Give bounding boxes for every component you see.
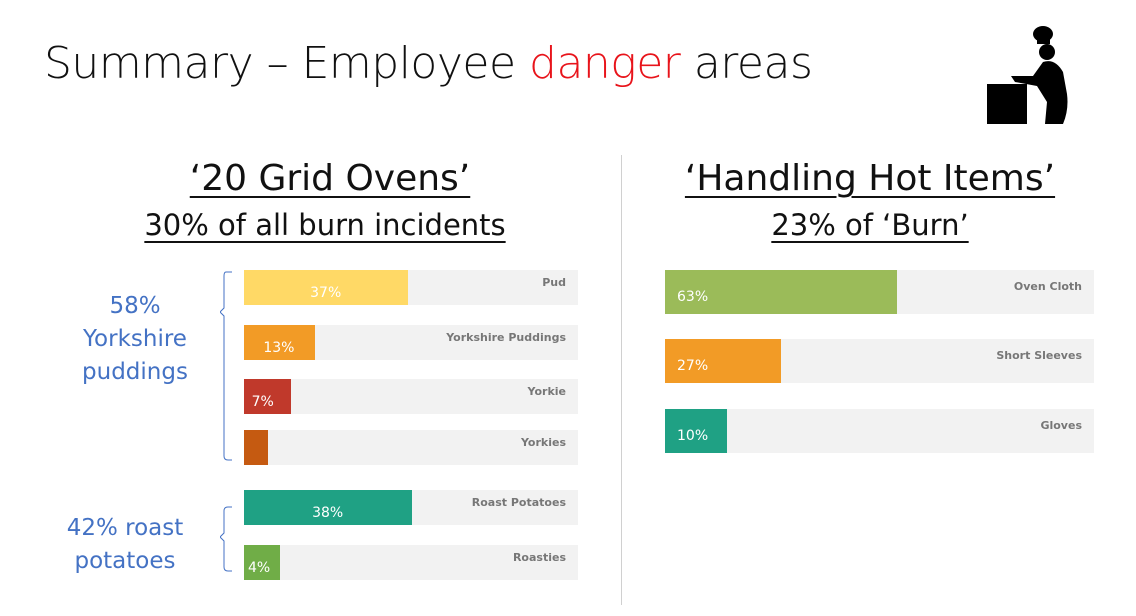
group-label-line: 58% [109,293,161,319]
bar-category-label: Oven Cloth [1013,280,1082,293]
bar [244,430,268,465]
bar-value-label: 63% [677,289,709,305]
bar-category-label: Gloves [1040,419,1082,432]
bar-category-label: Yorkie [527,384,566,398]
bar-category-label: Short Sleeves [996,349,1082,362]
bar-track: 4% Roasties [244,545,578,580]
group-label-line: potatoes [74,548,176,574]
bar-track: 7% Yorkie [244,379,578,414]
chef-at-oven-icon [987,26,1068,124]
bar-track: 63% Oven Cloth [665,270,1094,314]
bar [665,409,727,453]
right-subheading: 23% of ‘Burn’ [771,208,969,242]
bar [665,339,782,383]
bar-category-label: Yorkshire Puddings [446,330,566,344]
bar-value-label: 7% [251,393,274,410]
brace-yorkshire [220,271,232,461]
group-label-line: puddings [82,359,188,385]
bar [244,379,292,414]
title-suffix: areas [680,38,813,89]
bar [244,490,413,525]
bar-track: 10% Gloves [665,409,1094,453]
title-highlight: danger [529,38,681,89]
right-heading: ‘Handling Hot Items’ [684,158,1056,199]
group-label-roast: 42% roast potatoes [50,512,200,578]
left-subheading: 30% of all burn incidents [144,208,506,242]
group-label-yorkshire: 58% Yorkshire puddings [60,290,210,389]
bar [244,325,315,360]
bar-value-label: 38% [312,504,344,521]
bar-category-label: Yorkies [520,435,566,449]
column-divider [621,155,622,605]
bar-track: Yorkies [244,430,578,465]
slide-title: Summary – Employee danger areas [44,38,813,89]
bar-value-label: 4% [248,559,271,576]
brace-roast [220,506,232,572]
group-label-line: Yorkshire [83,326,187,352]
bar-category-label: Roasties [512,550,566,564]
bar-value-label: 27% [677,358,709,374]
left-heading: ‘20 Grid Ovens’ [189,158,471,199]
title-prefix: Summary – Employee [44,38,530,89]
bar-category-label: Roast Potatoes [471,495,566,509]
bar-value-label: 37% [310,284,342,301]
bar-value-label: 13% [263,339,295,356]
bar-value-label: 10% [677,428,709,444]
group-label-line: 42% roast [66,515,184,541]
bar [665,270,897,314]
bar-category-label: Pud [542,275,566,289]
bar-track: 38% Roast Potatoes [244,490,578,525]
bar-track: 13% Yorkshire Puddings [244,325,578,360]
bar-track: 27% Short Sleeves [665,339,1094,383]
bar-track: 37% Pud [244,270,578,305]
bar [244,270,409,305]
bar [244,545,280,580]
